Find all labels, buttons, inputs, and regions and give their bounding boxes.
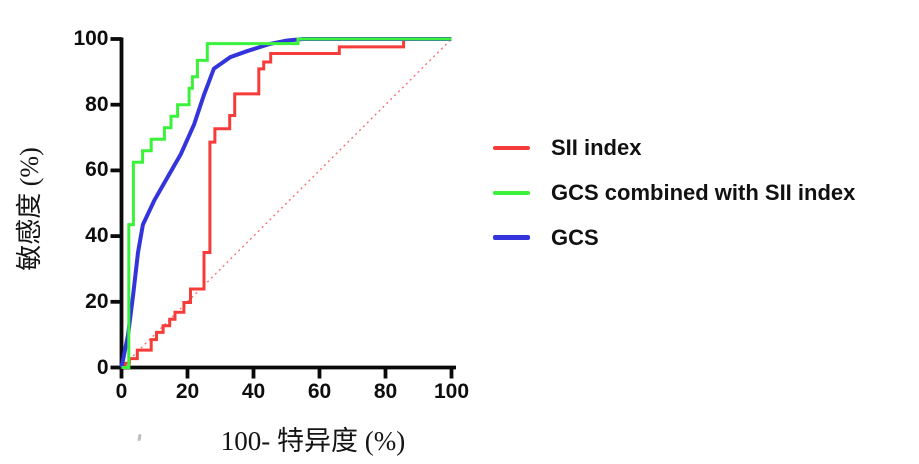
legend-swatch-sii-index: [493, 145, 530, 150]
legend-item-gcs-combined-with-sii-index: GCS combined with SII index: [493, 177, 855, 208]
y-axis-title: 敏感度 (%): [15, 147, 44, 271]
y-tick-label-80: 80: [85, 92, 109, 116]
legend-item-sii-index: SII index: [493, 132, 855, 163]
legend-label-gcs: GCS: [551, 224, 599, 250]
x-axis-title: 100- 特异度 (%): [220, 426, 406, 456]
roc-curve-sii-index: [121, 37, 452, 369]
x-tick-label-60: 60: [307, 380, 332, 403]
y-tick-label-20: 20: [85, 289, 109, 313]
roc-curve-gcs-combined-with-sii-index: [121, 37, 452, 369]
y-tick-label-0: 0: [96, 355, 109, 379]
legend-swatch-gcs-combined-with-sii-index: [493, 190, 530, 195]
x-tick-label-0: 0: [115, 380, 128, 403]
x-tick-label-100: 100: [433, 380, 470, 403]
x-tick-label-40: 40: [241, 380, 266, 403]
legend-label-gcs-combined-with-sii-index: GCS combined with SII index: [551, 179, 856, 205]
x-tick-label-20: 20: [175, 380, 200, 403]
x-tick-label-80: 80: [373, 380, 398, 403]
legend-swatch-gcs: [493, 235, 530, 240]
legend: SII index GCS combined with SII index GC…: [493, 132, 855, 267]
y-tick-label-60: 60: [85, 158, 109, 182]
legend-item-gcs: GCS: [493, 222, 855, 253]
legend-label-sii-index: SII index: [551, 134, 642, 160]
y-tick-label-40: 40: [85, 224, 109, 248]
y-tick-label-100: 100: [73, 27, 109, 50]
